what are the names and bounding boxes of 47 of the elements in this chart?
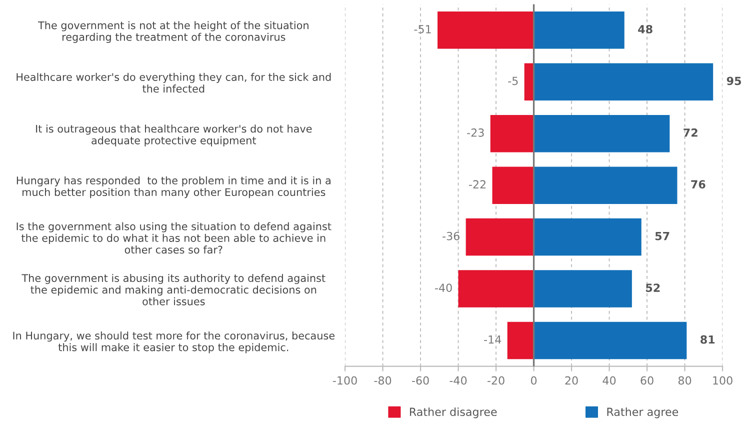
y-tick-label: Healthcare worker's do everything they can, for the sick and the infected bbox=[16, 72, 331, 93]
bar bbox=[490, 114, 534, 152]
y-tick-label: The government is not at the height of the situation regarding the treatment of the coronavirus bbox=[38, 21, 308, 43]
data-label: -5 bbox=[508, 76, 518, 86]
x-tick-label: -60 bbox=[412, 376, 429, 385]
bar bbox=[466, 218, 534, 256]
bar bbox=[534, 63, 714, 101]
data-label: 95 bbox=[726, 76, 741, 86]
legend-label: Rather agree bbox=[607, 407, 678, 418]
y-tick-label: The government is abusing its authority to defend against the epidemic and making anti-democratic decisions on other issues bbox=[22, 274, 326, 306]
x-tick-label: -100 bbox=[332, 376, 357, 385]
data-label: -23 bbox=[467, 128, 484, 137]
bar bbox=[534, 322, 687, 360]
bar bbox=[534, 218, 642, 256]
bar bbox=[458, 270, 534, 308]
data-label: -22 bbox=[468, 180, 486, 188]
x-tick-label: 0 bbox=[530, 376, 537, 385]
x-tick-label: 80 bbox=[678, 376, 692, 385]
data-label: 76 bbox=[691, 180, 706, 189]
data-label: 48 bbox=[638, 24, 652, 34]
x-tick-label: 60 bbox=[640, 376, 654, 385]
y-tick-label: Is the government also using the situation to defend against the epidemic to do what it has not been able to achieve in other cases so far? bbox=[16, 222, 332, 254]
bar bbox=[507, 322, 534, 360]
data-label: -36 bbox=[442, 232, 460, 240]
data-label: 57 bbox=[655, 232, 670, 240]
bar bbox=[492, 166, 534, 204]
x-tick-label: -40 bbox=[450, 376, 467, 385]
x-tick-label: -20 bbox=[488, 376, 504, 385]
y-tick-label: It is outrageous that healthcare worker's do not have adequate protective equipment bbox=[36, 124, 312, 146]
bar bbox=[534, 12, 624, 49]
bar bbox=[534, 270, 632, 308]
bar bbox=[534, 114, 670, 152]
data-label: 72 bbox=[684, 128, 698, 137]
data-label: -51 bbox=[414, 25, 431, 34]
data-label: 52 bbox=[646, 284, 660, 292]
x-tick-label: -80 bbox=[374, 376, 392, 385]
x-tick-label: 20 bbox=[565, 376, 578, 385]
y-tick-label: In Hungary, we should test more for the coronavirus, because this will make it easier to stop the epidemic. bbox=[13, 331, 335, 354]
data-label: -40 bbox=[435, 284, 452, 292]
bar bbox=[534, 166, 678, 204]
x-tick-label: 40 bbox=[602, 376, 616, 385]
data-label: 81 bbox=[700, 335, 715, 344]
legend-label: Rather disagree bbox=[410, 407, 497, 418]
y-tick-label: Hungary has responded to the problem in time and it is in a much better position than many other European countries bbox=[16, 176, 330, 198]
data-label: -14 bbox=[484, 335, 502, 344]
x-tick-label: 100 bbox=[713, 376, 732, 385]
bar bbox=[438, 12, 534, 49]
